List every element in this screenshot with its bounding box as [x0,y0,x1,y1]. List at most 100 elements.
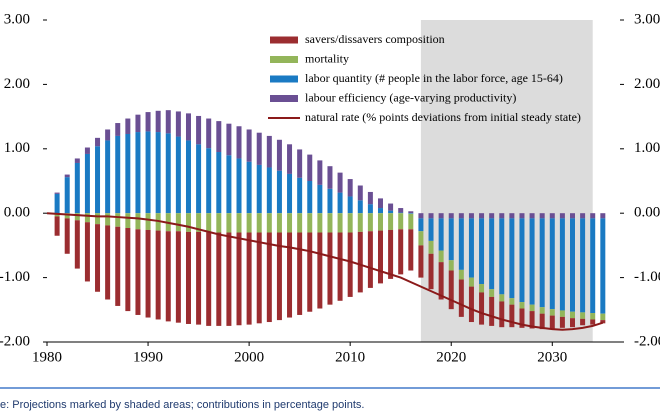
bar-segment [54,192,60,194]
bar-segment [570,213,576,219]
bar-segment [479,284,485,293]
bar-segment [499,218,505,295]
bar-segment [95,213,101,225]
legend-swatch [270,56,298,63]
bar-segment [559,213,565,219]
bar-segment [317,232,323,309]
bar-segment [297,213,303,233]
y-tick-label: 1.00 [4,140,30,156]
bar-segment [418,218,424,232]
bar-segment [95,224,101,292]
note: e: Projections marked by shaded areas; c… [0,399,364,411]
bar-segment [377,208,383,214]
bar-segment [529,213,535,219]
x-tick-label: 1980 [32,349,62,365]
bar-segment [529,218,535,305]
bar-segment [468,213,474,219]
bar-segment [408,213,414,214]
bar-segment [125,213,131,229]
bar-segment [115,135,121,214]
bar-segment [135,114,141,133]
x-tick-label: 2030 [537,349,567,365]
bar-segment [357,231,363,293]
bar-segment [408,213,414,230]
bar-segment [307,154,313,181]
bar-segment [165,231,171,322]
bar-segment [489,218,495,290]
bar-segment [580,218,586,313]
bar-segment [377,213,383,231]
bar-segment [357,200,363,214]
bar-segment [95,146,101,214]
bar-segment [388,213,394,230]
bar-segment [489,213,495,219]
bar-segment [357,213,363,232]
bar-segment [580,213,586,219]
y-tick-label: -1.00 [0,269,30,285]
bar-segment [398,213,404,230]
legend-swatch [270,95,298,102]
bar-segment [115,226,121,306]
bar-segment [408,229,414,271]
y-tick-label: -2.00 [0,333,30,349]
bar-segment [246,213,252,233]
bar-segment [600,313,606,321]
bar-segment [367,204,373,214]
bar-segment [95,137,101,147]
bar-segment [367,213,373,232]
bar-segment [458,213,464,219]
bar-segment [216,213,222,233]
bar-segment [580,312,586,319]
bar-segment [276,139,282,171]
bar-segment [307,232,313,312]
bar-segment [216,121,222,153]
bar-segment [337,172,343,193]
bar-segment [509,304,515,328]
bar-segment [549,309,555,316]
bar-segment [216,152,222,214]
bar-segment [398,229,404,275]
bar-segment [317,213,323,233]
bar-segment [226,213,232,233]
bar-segment [64,174,70,178]
bar-segment [549,315,555,329]
bar-segment [559,316,565,328]
bar-segment [236,158,242,214]
x-tick-label: 2020 [436,349,466,365]
bar-segment [206,118,212,149]
bar-segment [499,301,505,328]
bar-segment [115,213,121,227]
bar-segment [206,213,212,233]
bar-segment [54,193,60,214]
bar-segment [377,230,383,284]
bar-segment [175,111,181,137]
bar-segment [458,269,464,280]
bar-segment [287,232,293,318]
bar-segment [155,110,161,133]
bar-segment [155,230,161,320]
y2-tick-label: 0.00 [634,205,660,221]
bar-segment [539,213,545,219]
bar-segment [458,279,464,317]
legend-swatch [270,36,298,44]
bar-segment [84,147,90,154]
bar-segment [185,213,191,232]
legend-label: natural rate (% points deviations from i… [305,110,581,124]
bar-segment [276,213,282,233]
bar-segment [125,133,131,214]
bar-segment [549,218,555,310]
bar-segment [256,164,262,214]
bar-segment [297,149,303,178]
bar-segment [337,192,343,214]
bar-segment [236,232,242,326]
bar-segment [246,161,252,214]
x-tick-label: 2010 [335,349,365,365]
bar-segment [337,232,343,301]
bar-segment [590,313,596,320]
bar-segment [297,232,303,315]
bar-segment [317,184,323,214]
bar-segment [115,123,121,136]
bar-segment [367,191,373,205]
legend-swatch [270,75,298,83]
bar-segment [418,231,424,246]
